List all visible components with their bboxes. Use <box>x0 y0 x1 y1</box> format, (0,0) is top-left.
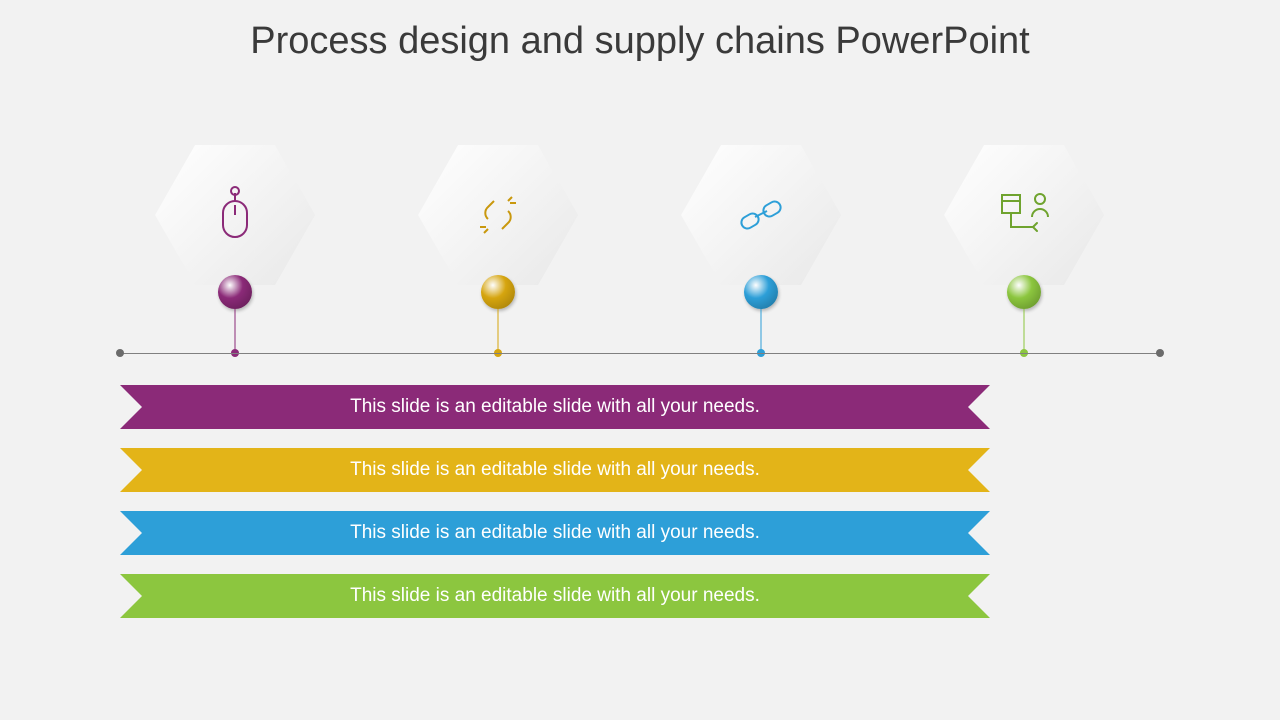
chain-link-icon <box>729 183 793 247</box>
slide: Process design and supply chains PowerPo… <box>0 0 1280 720</box>
connector-ball <box>481 275 515 309</box>
slide-title: Process design and supply chains PowerPo… <box>0 20 1280 63</box>
hex-item-3 <box>681 145 841 285</box>
link-mouse-icon <box>203 183 267 247</box>
hex-item-1 <box>155 145 315 285</box>
hexagon <box>418 145 578 285</box>
bar-label: This slide is an editable slide with all… <box>350 522 760 544</box>
timeline-end-left <box>116 349 124 357</box>
bar-body: This slide is an editable slide with all… <box>120 574 990 618</box>
hex-item-2 <box>418 145 578 285</box>
bar-row: This slide is an editable slide with all… <box>120 448 990 492</box>
broken-link-icon <box>466 183 530 247</box>
hexagon <box>681 145 841 285</box>
timeline-end-right <box>1156 349 1164 357</box>
bar-label: This slide is an editable slide with all… <box>350 459 760 481</box>
connector-ball <box>218 275 252 309</box>
bar-body: This slide is an editable slide with all… <box>120 448 990 492</box>
connector-line <box>498 309 499 351</box>
connector-line <box>1024 309 1025 351</box>
hex-item-4 <box>944 145 1104 285</box>
supply-user-icon <box>992 183 1056 247</box>
connector-line <box>235 309 236 351</box>
hexagon <box>944 145 1104 285</box>
connector-ball <box>1007 275 1041 309</box>
timeline-line <box>120 353 1160 354</box>
connector-line <box>761 309 762 351</box>
hexagon <box>155 145 315 285</box>
bar-row: This slide is an editable slide with all… <box>120 385 990 429</box>
bars-container: This slide is an editable slide with all… <box>120 385 990 637</box>
bar-body: This slide is an editable slide with all… <box>120 385 990 429</box>
connector-ball <box>744 275 778 309</box>
bar-label: This slide is an editable slide with all… <box>350 396 760 418</box>
bar-body: This slide is an editable slide with all… <box>120 511 990 555</box>
bar-row: This slide is an editable slide with all… <box>120 511 990 555</box>
bar-label: This slide is an editable slide with all… <box>350 585 760 607</box>
bar-row: This slide is an editable slide with all… <box>120 574 990 618</box>
